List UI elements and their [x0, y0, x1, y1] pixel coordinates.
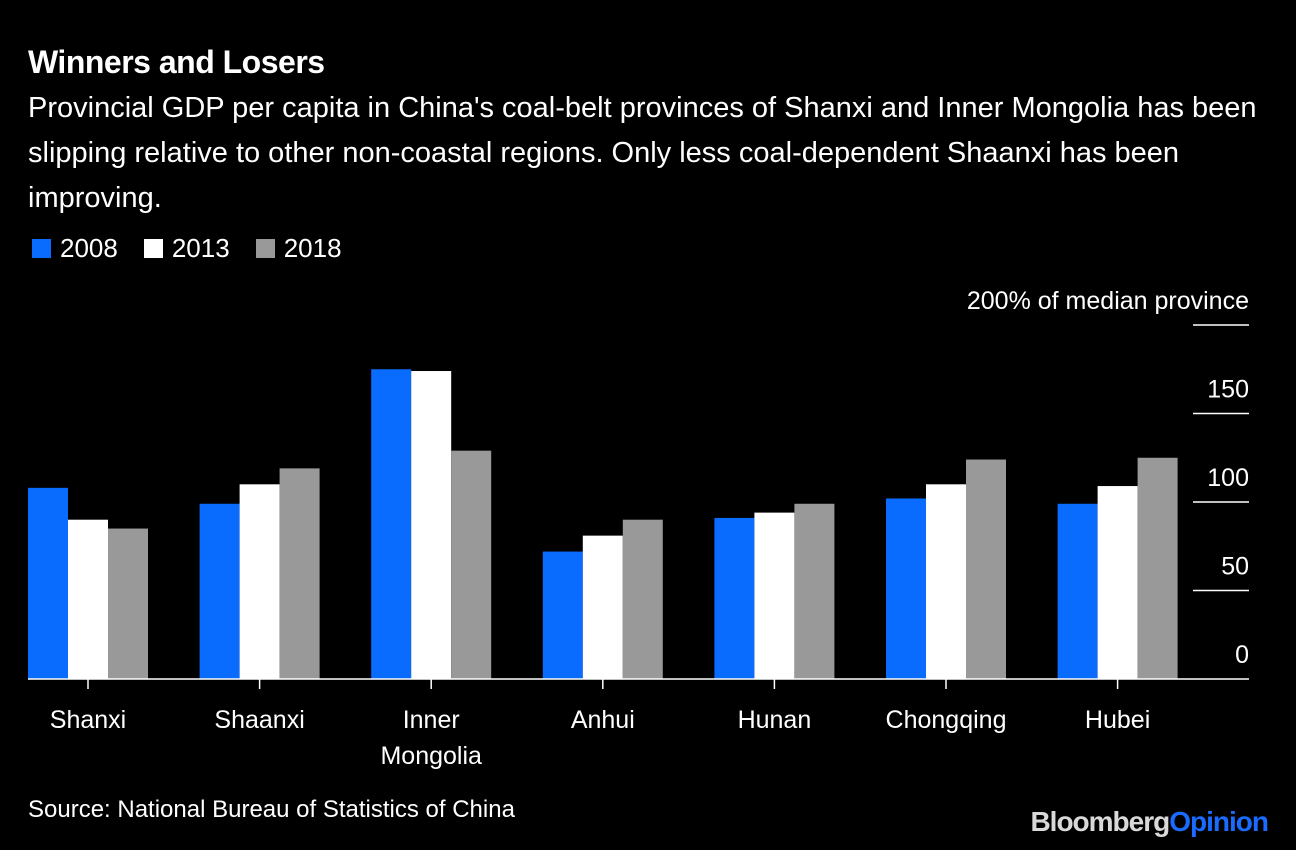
bar-2008-4 [714, 517, 755, 679]
brand-opinion: Opinion [1169, 806, 1269, 837]
legend-label-2008: 2008 [60, 232, 118, 263]
bar-2008-0 [28, 487, 68, 679]
x-tick-label-1: Shaanxi [214, 706, 304, 734]
bar-2008-3 [542, 551, 583, 679]
legend-label-2018: 2018 [283, 232, 342, 263]
brand-bloomberg: Bloomberg [1030, 806, 1170, 837]
x-tick-label-3: Anhui [571, 706, 635, 734]
legend-item-2008: 2008 [32, 233, 118, 264]
bar-2018-3 [622, 519, 663, 679]
bar-2008-6 [1057, 503, 1098, 679]
x-tick-label-5: Chongqing [886, 706, 1007, 734]
x-tick-label-6: Hubei [1085, 706, 1150, 734]
y-tick-label-150: 150 [1207, 376, 1249, 404]
legend-swatch-2013 [143, 238, 163, 258]
bar-2013-0 [68, 519, 108, 679]
bar-2013-6 [1097, 486, 1138, 679]
chart-title: Winners and Losers [28, 44, 325, 80]
bar-2018-0 [108, 528, 148, 679]
bar-2008-5 [886, 498, 926, 679]
x-tick-label-0: Shanxi [50, 706, 126, 734]
y-tick-label-0: 0 [1235, 641, 1249, 669]
bar-2008-1 [199, 503, 240, 679]
bar-2018-5 [966, 459, 1006, 679]
x-tick-label-2-line2: Mongolia [380, 742, 482, 770]
x-tick-label-4: Hunan [738, 706, 812, 734]
legend-swatch-2008 [32, 238, 51, 258]
bar-2018-2 [451, 450, 492, 679]
bloomberg-opinion-logo: BloombergOpinion [1030, 804, 1269, 840]
y-tick-label-50: 50 [1221, 553, 1249, 581]
y-tick-label-200: 200% of median province [967, 287, 1249, 315]
chart-subtitle: Provincial GDP per capita in China's coa… [28, 92, 1257, 214]
legend-item-2018: 2018 [255, 232, 342, 264]
bar-2013-1 [239, 484, 280, 679]
source-note: Source: National Bureau of Statistics of… [28, 796, 515, 823]
bar-2018-4 [794, 503, 835, 679]
legend: 2008 2013 2018 [32, 232, 368, 264]
y-tick-label-100: 100 [1207, 464, 1249, 492]
legend-label-2013: 2013 [171, 232, 230, 263]
bar-2013-4 [754, 512, 795, 679]
legend-swatch-2018 [255, 238, 275, 258]
bar-2018-1 [279, 468, 320, 679]
bar-2013-5 [926, 484, 966, 679]
x-tick-label-2: Inner [403, 706, 460, 734]
bar-2008-2 [371, 369, 412, 679]
bar-2013-2 [411, 371, 452, 679]
bar-2018-6 [1137, 457, 1178, 679]
legend-item-2013: 2013 [143, 232, 230, 264]
bar-2013-3 [582, 535, 623, 679]
